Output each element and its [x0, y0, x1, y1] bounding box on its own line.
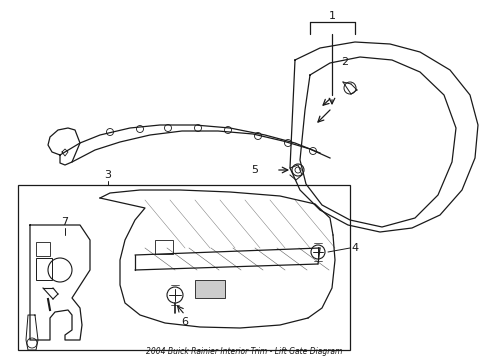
Text: 2: 2	[341, 57, 348, 67]
Text: 5: 5	[251, 165, 258, 175]
Text: 3: 3	[104, 170, 111, 180]
Text: 2004 Buick Rainier Interior Trim - Lift Gate Diagram: 2004 Buick Rainier Interior Trim - Lift …	[145, 347, 342, 356]
Bar	[36, 258, 52, 280]
Circle shape	[194, 125, 201, 131]
Bar	[195, 280, 224, 298]
Bar	[18, 185, 349, 350]
Text: 6: 6	[181, 317, 188, 327]
Bar	[36, 242, 50, 256]
Circle shape	[284, 140, 291, 147]
Circle shape	[224, 126, 231, 134]
Circle shape	[254, 132, 261, 140]
Circle shape	[309, 148, 316, 154]
Circle shape	[164, 125, 171, 131]
Text: 4: 4	[351, 243, 358, 253]
Bar	[155, 240, 173, 254]
Text: 7: 7	[61, 217, 68, 227]
Circle shape	[106, 129, 113, 135]
Text: 1: 1	[328, 11, 335, 21]
Circle shape	[136, 126, 143, 132]
